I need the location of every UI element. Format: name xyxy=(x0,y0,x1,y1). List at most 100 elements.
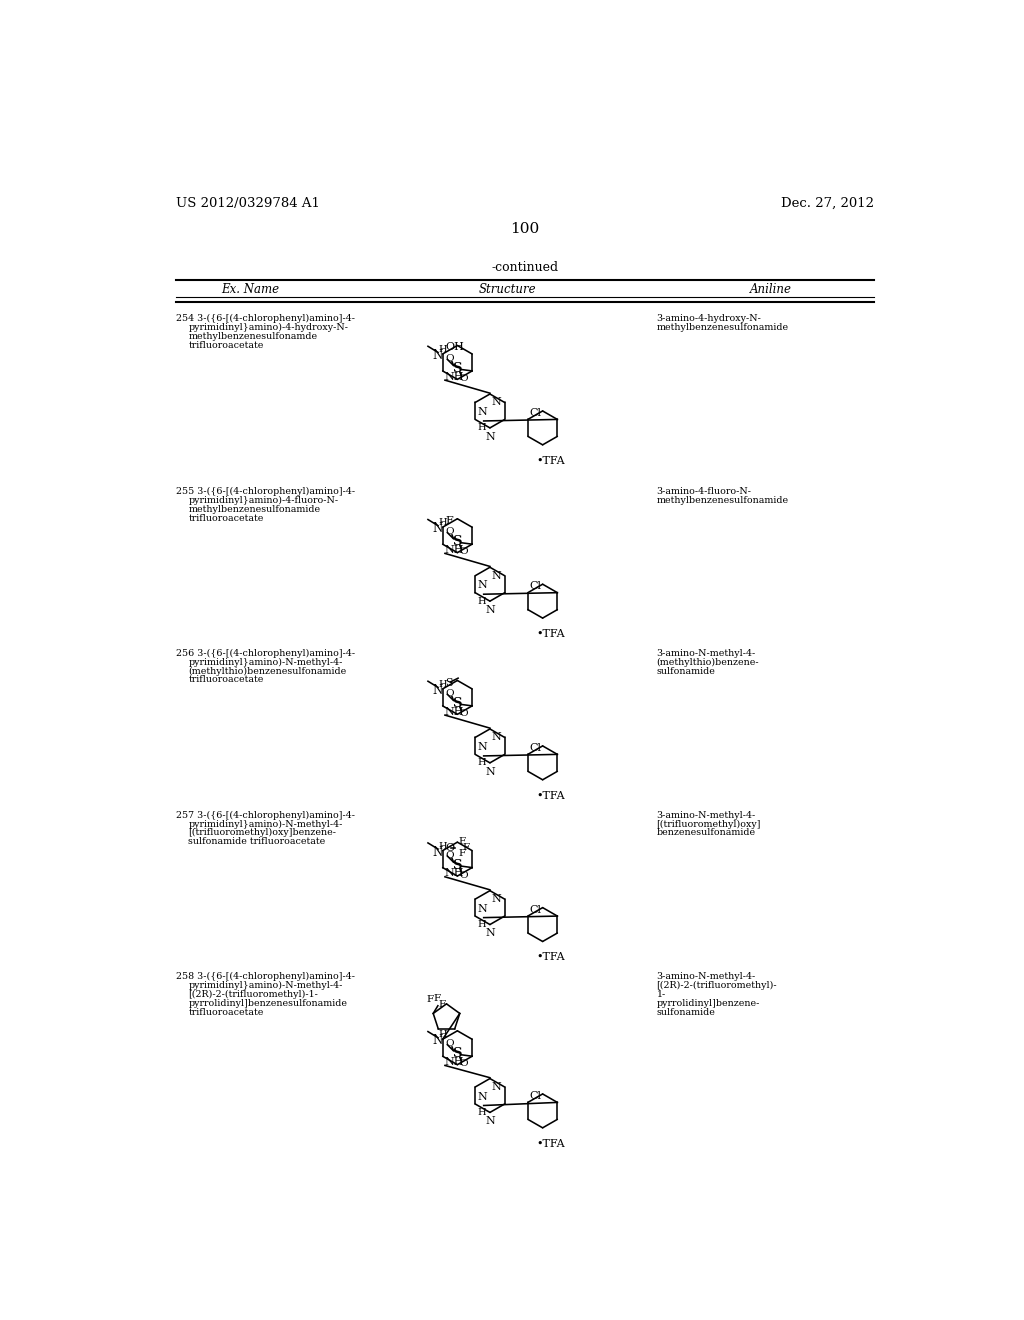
Text: 255 3-({6-[(4-chlorophenyl)amino]-4-: 255 3-({6-[(4-chlorophenyl)amino]-4- xyxy=(176,487,355,496)
Text: S: S xyxy=(452,536,462,548)
Text: N: N xyxy=(485,1117,495,1126)
Text: O: O xyxy=(445,689,454,698)
Text: (methylthio)benzene-: (methylthio)benzene- xyxy=(656,657,759,667)
Text: NH: NH xyxy=(445,545,465,554)
Text: O: O xyxy=(445,842,455,853)
Text: H: H xyxy=(438,345,446,354)
Text: Ex. Name: Ex. Name xyxy=(221,282,280,296)
Text: trifluoroacetate: trifluoroacetate xyxy=(188,341,264,350)
Text: O: O xyxy=(445,851,454,859)
Text: [(2R)-2-(trifluoromethyl)-1-: [(2R)-2-(trifluoromethyl)-1- xyxy=(188,990,318,999)
Text: pyrimidinyl}amino)-N-methyl-4-: pyrimidinyl}amino)-N-methyl-4- xyxy=(188,981,343,990)
Text: methylbenzenesulfonamide: methylbenzenesulfonamide xyxy=(656,323,788,331)
Text: N: N xyxy=(492,1082,501,1092)
Text: N: N xyxy=(492,397,501,408)
Text: N: N xyxy=(492,733,501,742)
Text: F: F xyxy=(427,995,434,1005)
Text: 256 3-({6-[(4-chlorophenyl)amino]-4-: 256 3-({6-[(4-chlorophenyl)amino]-4- xyxy=(176,649,355,657)
Text: (methylthio)benzenesulfonamide: (methylthio)benzenesulfonamide xyxy=(188,667,347,676)
Text: 254 3-({6-[(4-chlorophenyl)amino]-4-: 254 3-({6-[(4-chlorophenyl)amino]-4- xyxy=(176,314,355,323)
Text: F: F xyxy=(458,849,465,858)
Text: H: H xyxy=(438,842,446,850)
Text: 1-: 1- xyxy=(656,990,666,999)
Text: [(trifluoromethyl)oxy]: [(trifluoromethyl)oxy] xyxy=(656,820,761,829)
Text: •TFA: •TFA xyxy=(536,952,564,962)
Text: F: F xyxy=(433,994,440,1002)
Text: N: N xyxy=(477,1092,487,1102)
Text: S: S xyxy=(452,362,462,375)
Text: F: F xyxy=(462,843,469,851)
Text: pyrimidinyl}amino)-N-methyl-4-: pyrimidinyl}amino)-N-methyl-4- xyxy=(188,657,343,667)
Text: NH: NH xyxy=(445,1057,465,1067)
Text: N: N xyxy=(432,684,442,697)
Text: •TFA: •TFA xyxy=(536,1139,564,1148)
Text: F: F xyxy=(458,837,465,846)
Text: S: S xyxy=(452,1047,462,1060)
Text: trifluoroacetate: trifluoroacetate xyxy=(188,513,264,523)
Text: O: O xyxy=(460,374,468,383)
Text: N: N xyxy=(432,846,442,859)
Text: methylbenzenesulfonamide: methylbenzenesulfonamide xyxy=(188,506,321,513)
Text: US 2012/0329784 A1: US 2012/0329784 A1 xyxy=(176,197,319,210)
Text: N: N xyxy=(485,605,495,615)
Text: •TFA: •TFA xyxy=(536,628,564,639)
Text: 258 3-({6-[(4-chlorophenyl)amino]-4-: 258 3-({6-[(4-chlorophenyl)amino]-4- xyxy=(176,973,355,981)
Text: pyrimidinyl}amino)-4-hydroxy-N-: pyrimidinyl}amino)-4-hydroxy-N- xyxy=(188,323,348,331)
Text: trifluoroacetate: trifluoroacetate xyxy=(188,1007,264,1016)
Text: Structure: Structure xyxy=(479,282,537,296)
Text: 3-amino-4-hydroxy-N-: 3-amino-4-hydroxy-N- xyxy=(656,314,762,323)
Text: benzenesulfonamide: benzenesulfonamide xyxy=(656,829,756,837)
Text: sulfonamide trifluoroacetate: sulfonamide trifluoroacetate xyxy=(188,837,326,846)
Text: H: H xyxy=(438,1031,446,1039)
Text: sulfonamide: sulfonamide xyxy=(656,1007,716,1016)
Text: O: O xyxy=(460,709,468,718)
Text: methylbenzenesulfonamde: methylbenzenesulfonamde xyxy=(188,331,317,341)
Text: 257 3-({6-[(4-chlorophenyl)amino]-4-: 257 3-({6-[(4-chlorophenyl)amino]-4- xyxy=(176,810,355,820)
Text: N: N xyxy=(477,407,487,417)
Text: H: H xyxy=(477,424,486,432)
Text: S: S xyxy=(452,859,462,871)
Text: N: N xyxy=(492,894,501,904)
Text: H: H xyxy=(477,1107,486,1117)
Text: H: H xyxy=(438,519,446,527)
Text: Cl: Cl xyxy=(529,743,542,752)
Text: sulfonamide: sulfonamide xyxy=(656,667,716,676)
Text: O: O xyxy=(460,548,468,556)
Text: N: N xyxy=(485,767,495,776)
Text: [(2R)-2-(trifluoromethyl)-: [(2R)-2-(trifluoromethyl)- xyxy=(656,981,777,990)
Text: N: N xyxy=(485,432,495,442)
Text: pyrimidinyl}amino)-4-fluoro-N-: pyrimidinyl}amino)-4-fluoro-N- xyxy=(188,496,339,506)
Text: Aniline: Aniline xyxy=(751,282,793,296)
Text: O: O xyxy=(460,1060,468,1068)
Text: Cl: Cl xyxy=(529,904,542,915)
Text: H: H xyxy=(477,597,486,606)
Text: •TFA: •TFA xyxy=(536,455,564,466)
Text: methylbenzenesulfonamide: methylbenzenesulfonamide xyxy=(656,496,788,506)
Text: H: H xyxy=(477,758,486,767)
Text: S: S xyxy=(445,677,453,688)
Text: NH: NH xyxy=(445,869,465,878)
Text: 3-amino-N-methyl-4-: 3-amino-N-methyl-4- xyxy=(656,973,756,981)
Text: [(trifluoromethyl)oxy]benzene-: [(trifluoromethyl)oxy]benzene- xyxy=(188,829,337,837)
Text: Cl: Cl xyxy=(529,408,542,418)
Text: N: N xyxy=(432,1035,442,1047)
Text: trifluoroacetate: trifluoroacetate xyxy=(188,676,264,685)
Text: pyrrolidinyl]benzenesulfonamide: pyrrolidinyl]benzenesulfonamide xyxy=(188,999,347,1008)
Text: N: N xyxy=(477,581,487,590)
Text: N: N xyxy=(432,523,442,536)
Text: N: N xyxy=(492,570,501,581)
Text: N: N xyxy=(477,904,487,913)
Text: Cl: Cl xyxy=(529,1090,542,1101)
Text: NH: NH xyxy=(445,706,465,717)
Text: F: F xyxy=(439,999,446,1008)
Text: N: N xyxy=(432,348,442,362)
Text: 3-amino-N-methyl-4-: 3-amino-N-methyl-4- xyxy=(656,810,756,820)
Text: Cl: Cl xyxy=(529,581,542,591)
Text: 100: 100 xyxy=(510,222,540,236)
Text: H: H xyxy=(438,680,446,689)
Text: Dec. 27, 2012: Dec. 27, 2012 xyxy=(780,197,873,210)
Text: •TFA: •TFA xyxy=(536,791,564,800)
Text: pyrimidinyl}amino)-N-methyl-4-: pyrimidinyl}amino)-N-methyl-4- xyxy=(188,820,343,829)
Text: O: O xyxy=(460,871,468,879)
Text: O: O xyxy=(445,1039,454,1048)
